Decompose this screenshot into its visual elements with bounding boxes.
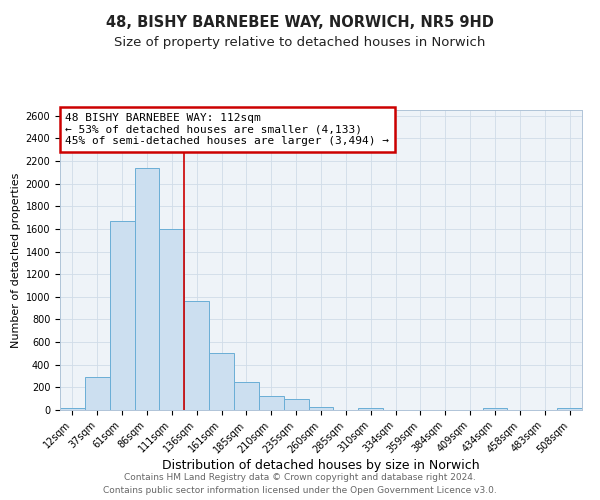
Bar <box>184 302 209 410</box>
Bar <box>308 406 334 410</box>
Bar <box>110 221 134 410</box>
Bar <box>60 408 85 410</box>
Bar <box>234 382 259 410</box>
Text: Contains public sector information licensed under the Open Government Licence v3: Contains public sector information licen… <box>103 486 497 495</box>
Y-axis label: Number of detached properties: Number of detached properties <box>11 172 22 348</box>
Bar <box>160 229 184 410</box>
Text: Contains HM Land Registry data © Crown copyright and database right 2024.: Contains HM Land Registry data © Crown c… <box>124 472 476 482</box>
Bar <box>259 396 284 410</box>
Bar <box>209 353 234 410</box>
Bar <box>284 399 308 410</box>
Bar <box>358 408 383 410</box>
X-axis label: Distribution of detached houses by size in Norwich: Distribution of detached houses by size … <box>162 459 480 472</box>
Bar <box>482 408 508 410</box>
Text: 48, BISHY BARNEBEE WAY, NORWICH, NR5 9HD: 48, BISHY BARNEBEE WAY, NORWICH, NR5 9HD <box>106 15 494 30</box>
Bar <box>557 408 582 410</box>
Text: Size of property relative to detached houses in Norwich: Size of property relative to detached ho… <box>115 36 485 49</box>
Bar <box>134 168 160 410</box>
Text: 48 BISHY BARNEBEE WAY: 112sqm
← 53% of detached houses are smaller (4,133)
45% o: 48 BISHY BARNEBEE WAY: 112sqm ← 53% of d… <box>65 113 389 146</box>
Bar <box>85 376 110 410</box>
